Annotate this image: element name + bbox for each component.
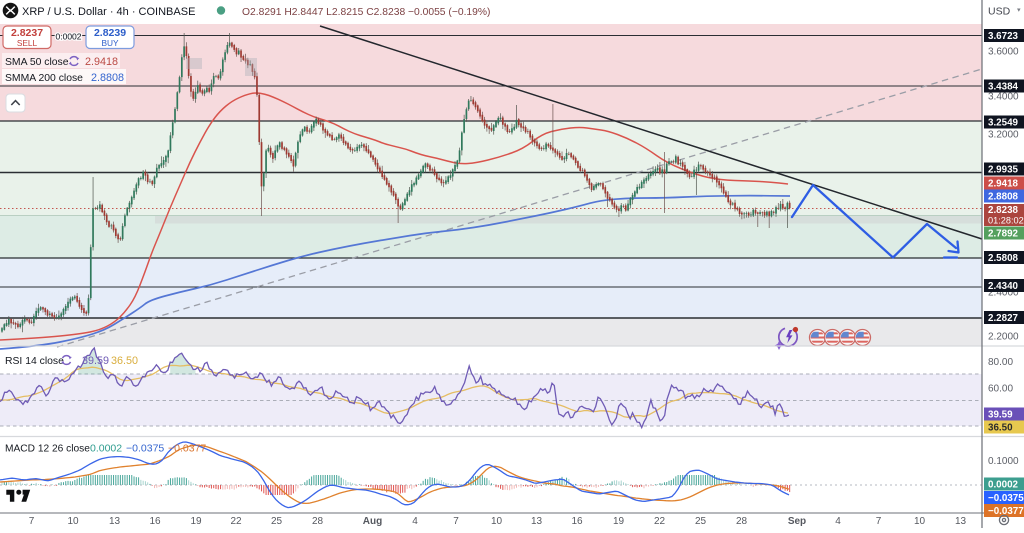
svg-text:4: 4 bbox=[412, 516, 418, 527]
svg-text:13: 13 bbox=[955, 516, 967, 527]
svg-text:0.0002: 0.0002 bbox=[56, 32, 82, 42]
svg-text:0.0002: 0.0002 bbox=[988, 480, 1019, 491]
svg-text:36.50: 36.50 bbox=[988, 423, 1013, 434]
svg-text:28: 28 bbox=[312, 516, 324, 527]
svg-text:SMA 50 close: SMA 50 close bbox=[5, 57, 69, 68]
svg-text:2.4340: 2.4340 bbox=[988, 281, 1019, 292]
svg-text:39.59: 39.59 bbox=[988, 410, 1013, 421]
svg-text:RSI 14 close: RSI 14 close bbox=[5, 356, 64, 367]
svg-text:SMMA 200 close: SMMA 200 close bbox=[5, 73, 83, 84]
svg-text:10: 10 bbox=[67, 516, 79, 527]
svg-text:−0.0377: −0.0377 bbox=[168, 443, 206, 455]
svg-text:XRP / U.S. Dollar · 4h · COINB: XRP / U.S. Dollar · 4h · COINBASE bbox=[22, 6, 195, 18]
svg-text:19: 19 bbox=[190, 516, 202, 527]
svg-text:2.8808: 2.8808 bbox=[91, 72, 124, 84]
svg-text:MACD 12 26 close: MACD 12 26 close bbox=[5, 444, 90, 455]
svg-text:36.50: 36.50 bbox=[111, 355, 138, 367]
svg-text:−0.0375: −0.0375 bbox=[126, 443, 164, 455]
svg-text:2.8238: 2.8238 bbox=[988, 205, 1019, 216]
svg-text:4: 4 bbox=[835, 516, 841, 527]
svg-text:Sep: Sep bbox=[788, 516, 806, 527]
svg-text:−0.0377: −0.0377 bbox=[988, 506, 1024, 517]
svg-text:2.8237: 2.8237 bbox=[11, 27, 43, 39]
svg-text:3.4000: 3.4000 bbox=[988, 92, 1019, 103]
svg-text:28: 28 bbox=[736, 516, 748, 527]
svg-text:7: 7 bbox=[29, 516, 35, 527]
svg-text:−0.0375: −0.0375 bbox=[988, 493, 1024, 504]
svg-text:16: 16 bbox=[571, 516, 583, 527]
svg-text:Aug: Aug bbox=[363, 516, 382, 527]
svg-text:22: 22 bbox=[230, 516, 242, 527]
svg-text:16: 16 bbox=[149, 516, 161, 527]
svg-text:0.0002: 0.0002 bbox=[90, 443, 122, 455]
svg-text:25: 25 bbox=[695, 516, 707, 527]
svg-text:2.4000: 2.4000 bbox=[988, 288, 1019, 299]
svg-text:13: 13 bbox=[531, 516, 543, 527]
svg-text:01:28:02: 01:28:02 bbox=[988, 216, 1024, 226]
svg-text:3.4384: 3.4384 bbox=[988, 82, 1019, 93]
svg-text:2.9418: 2.9418 bbox=[988, 179, 1019, 190]
svg-text:0.0002: 0.0002 bbox=[56, 32, 82, 42]
svg-text:2.8239: 2.8239 bbox=[94, 27, 126, 39]
svg-text:0.1000: 0.1000 bbox=[988, 456, 1019, 467]
svg-text:2.2827: 2.2827 bbox=[988, 313, 1019, 324]
svg-text:2.2000: 2.2000 bbox=[988, 332, 1019, 343]
svg-text:2.9418: 2.9418 bbox=[85, 56, 118, 68]
svg-text:3.2549: 3.2549 bbox=[988, 118, 1019, 129]
svg-text:USD: USD bbox=[988, 6, 1011, 18]
svg-text:25: 25 bbox=[271, 516, 283, 527]
svg-text:2.8808: 2.8808 bbox=[988, 192, 1019, 203]
svg-text:2.7892: 2.7892 bbox=[988, 229, 1019, 240]
svg-text:2.9935: 2.9935 bbox=[988, 165, 1019, 176]
svg-text:3.6723: 3.6723 bbox=[988, 31, 1019, 42]
svg-text:2.5808: 2.5808 bbox=[988, 253, 1019, 264]
svg-text:10: 10 bbox=[491, 516, 503, 527]
svg-text:3.2000: 3.2000 bbox=[988, 130, 1019, 141]
svg-text:SELL: SELL bbox=[17, 38, 38, 48]
svg-text:3.6000: 3.6000 bbox=[988, 47, 1019, 58]
svg-text:39.59: 39.59 bbox=[82, 355, 109, 367]
svg-text:22: 22 bbox=[654, 516, 666, 527]
svg-text:60.00: 60.00 bbox=[988, 384, 1013, 395]
svg-text:10: 10 bbox=[914, 516, 926, 527]
svg-text:13: 13 bbox=[109, 516, 121, 527]
svg-text:7: 7 bbox=[876, 516, 882, 527]
svg-text:O2.8291 H2.8447 L2.8215 C2.823: O2.8291 H2.8447 L2.8215 C2.8238 −0.0055 … bbox=[242, 7, 490, 18]
svg-text:19: 19 bbox=[613, 516, 625, 527]
svg-text:7: 7 bbox=[453, 516, 459, 527]
svg-text:80.00: 80.00 bbox=[988, 357, 1013, 368]
svg-text:BUY: BUY bbox=[101, 38, 119, 48]
